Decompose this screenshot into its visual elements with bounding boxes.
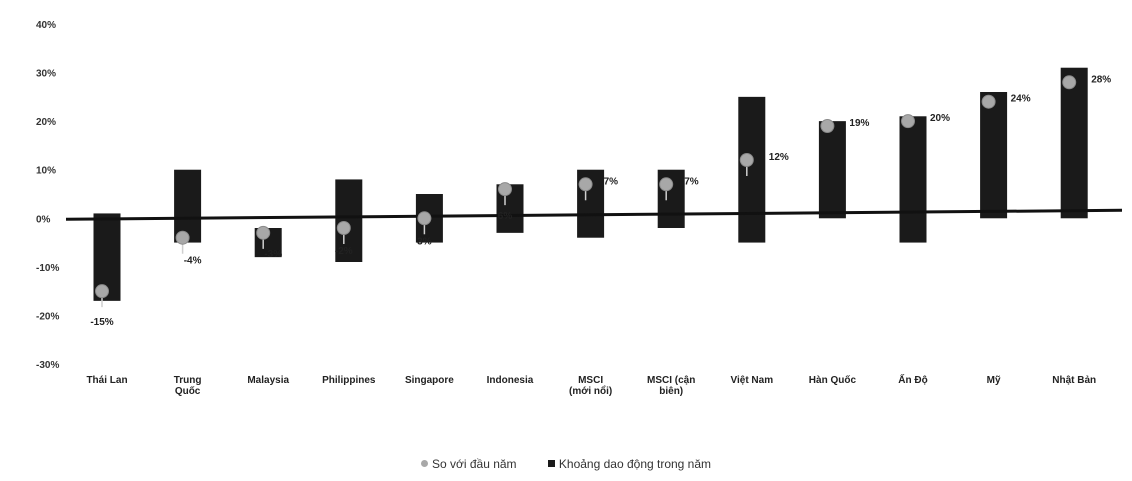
ytd-point [820, 119, 835, 133]
data-label: -15% [90, 317, 113, 328]
range-bar [335, 179, 363, 262]
data-label: 19% [849, 118, 869, 129]
y-tick-label: 10% [36, 166, 56, 177]
data-label: 7% [684, 176, 699, 187]
data-label: -2% [335, 246, 353, 257]
category-label: Việt Nam [730, 375, 773, 386]
data-label: -4% [184, 256, 202, 267]
ytd-point [417, 211, 432, 226]
category-label: Mỹ [987, 375, 1001, 386]
legend-square-icon [547, 460, 555, 467]
data-label: 28% [1091, 74, 1111, 85]
y-tick-label: 30% [36, 69, 56, 80]
category-label: MSCI [578, 375, 603, 386]
range-bar [899, 116, 927, 243]
y-tick-label: -10% [36, 263, 59, 274]
legend-dot-icon [420, 460, 428, 467]
category-label: Thái Lan [86, 375, 127, 386]
category-label: biên) [659, 386, 683, 397]
range-bar [818, 121, 846, 219]
chart-legend: So với đầu năm Khoảng dao động trong năm [0, 456, 1132, 471]
ytd-point [981, 94, 996, 109]
data-label: 20% [930, 113, 950, 124]
y-tick-label: 40% [36, 20, 56, 31]
category-label: Hàn Quốc [809, 374, 857, 386]
legend-label-range: Khoảng dao động trong năm [558, 456, 712, 471]
ytd-point [175, 230, 190, 245]
y-tick-label: -20% [36, 311, 59, 322]
ytd-point [659, 177, 674, 192]
range-bar [657, 169, 685, 228]
ytd-point [95, 284, 109, 299]
range-bar [174, 169, 202, 243]
category-label: Ấn Độ [898, 373, 927, 386]
data-label: 24% [1011, 94, 1031, 105]
range-bar [1060, 67, 1088, 219]
data-label: 12% [769, 152, 789, 163]
category-label: Trung [174, 375, 202, 386]
category-label: Malaysia [247, 375, 289, 386]
legend-label-ytd: So với đầu năm [431, 456, 517, 471]
ytd-point [256, 225, 271, 240]
category-label: Philippines [322, 375, 376, 386]
ytd-point [901, 114, 915, 129]
ytd-point [739, 153, 754, 167]
legend-item-ytd: So với đầu năm [420, 456, 517, 471]
y-tick-label: 0% [36, 214, 51, 225]
y-tick-label: 20% [36, 117, 56, 128]
data-label: 3% [417, 236, 432, 247]
legend-item-range: Khoảng dao động trong năm [547, 456, 712, 471]
category-label: Singapore [405, 375, 454, 386]
category-label: Nhật Bản [1052, 375, 1096, 386]
range-bar [980, 92, 1008, 219]
category-label: Quốc [175, 385, 201, 397]
ytd-point [578, 177, 593, 192]
data-label: 6% [498, 211, 513, 222]
ytd-point [336, 221, 351, 235]
data-label: -3% [264, 249, 282, 260]
range-bar [738, 96, 766, 243]
zero-axis-line [65, 208, 1123, 221]
category-label: (mới nổi) [569, 385, 612, 397]
category-label: Indonesia [487, 375, 534, 386]
y-tick-label: -30% [36, 360, 59, 371]
ytd-point [1062, 75, 1077, 90]
ytd-point [498, 182, 512, 197]
category-label: MSCI (cận [647, 375, 695, 386]
data-label: 7% [604, 176, 619, 187]
